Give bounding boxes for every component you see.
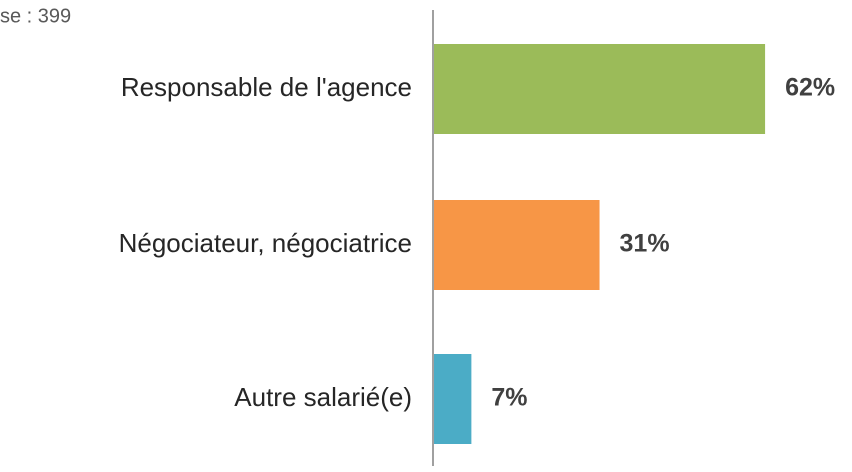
bar — [434, 354, 472, 444]
category-label: Négociateur, négociatrice — [119, 228, 412, 258]
value-label: 7% — [491, 384, 527, 412]
bar — [434, 44, 766, 134]
value-label: 62% — [785, 74, 835, 102]
value-label: 31% — [620, 230, 670, 258]
category-label: Autre salarié(e) — [234, 382, 412, 412]
category-label: Responsable de l'agence — [121, 72, 412, 102]
bar — [434, 200, 600, 290]
note: se : 399 — [0, 5, 71, 27]
